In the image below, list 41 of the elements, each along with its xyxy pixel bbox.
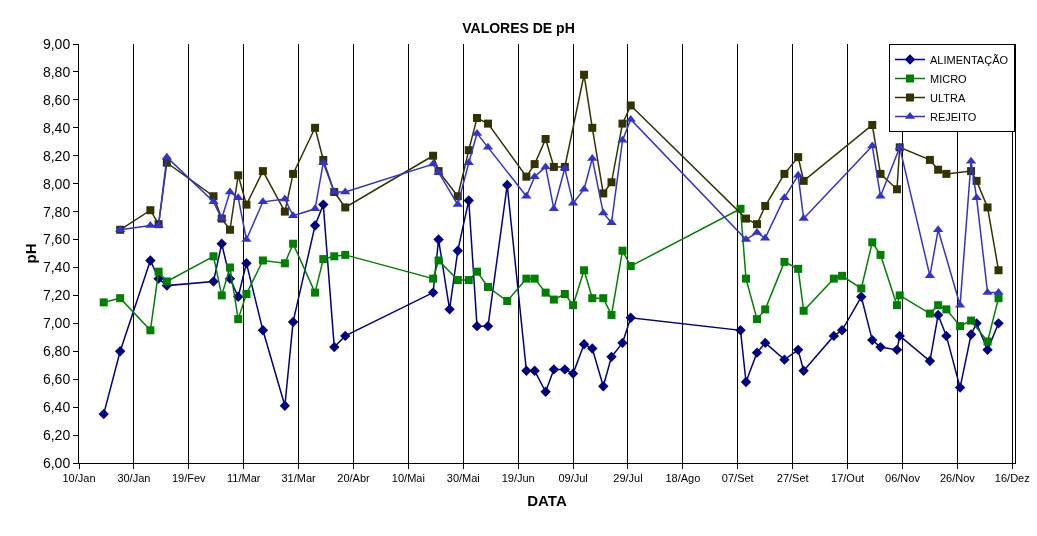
y-tick-label: 8,20: [42, 147, 71, 164]
y-tick-label: 8,00: [42, 175, 71, 192]
x-tick-label: 19/Fev: [171, 472, 207, 485]
y-tick-label: 7,80: [42, 203, 71, 220]
x-tick-label: 10/Jan: [62, 472, 96, 485]
legend-label: ULTRA: [930, 91, 966, 104]
x-tick-label: 17/Out: [831, 472, 865, 485]
y-tick-label: 7,00: [42, 315, 71, 332]
y-tick-label: 8,40: [42, 119, 71, 136]
y-tick-label: 6,60: [42, 371, 71, 388]
y-tick-label: 6,20: [42, 426, 71, 443]
legend-label: REJEITO: [930, 110, 977, 123]
y-tick-label: 6,80: [42, 343, 71, 360]
x-tick-label: 07/Set: [721, 472, 754, 485]
x-tick-label: 26/Nov: [939, 472, 976, 485]
x-tick-label: 29/Jul: [613, 472, 643, 485]
y-tick-label: 7,40: [42, 259, 71, 276]
x-tick-label: 27/Set: [776, 472, 809, 485]
x-tick-label: 19/Jun: [501, 472, 535, 485]
x-tick-label: 10/Mai: [391, 472, 425, 485]
chart-title: VALORES DE pH: [462, 19, 575, 36]
x-tick-label: 31/Mar: [281, 472, 317, 485]
y-tick-label: 7,20: [42, 287, 71, 304]
y-tick-label: 9,00: [42, 35, 71, 52]
legend-label: MICRO: [930, 72, 968, 85]
x-tick-label: 06/Nov: [885, 472, 921, 485]
y-tick-label: 6,00: [42, 454, 71, 471]
legend-label: ALIMENTAÇÃO: [930, 53, 1009, 66]
y-tick-label: 8,80: [42, 63, 71, 80]
x-tick-label: 20/Abr: [337, 472, 371, 485]
x-tick-label: 18/Ago: [665, 472, 701, 485]
x-tick-label: 16/Dez: [994, 472, 1030, 485]
x-tick-label: 09/Jul: [558, 472, 588, 485]
y-axis-title: pH: [22, 243, 40, 264]
x-tick-label: 30/Jan: [117, 472, 151, 485]
x-axis-title: DATA: [527, 492, 567, 510]
y-tick-label: 6,40: [42, 399, 71, 416]
y-tick-label: 8,60: [42, 91, 71, 108]
y-tick-label: 7,60: [42, 231, 71, 248]
x-tick-label: 30/Mai: [446, 472, 480, 485]
x-tick-label: 11/Mar: [226, 472, 261, 485]
